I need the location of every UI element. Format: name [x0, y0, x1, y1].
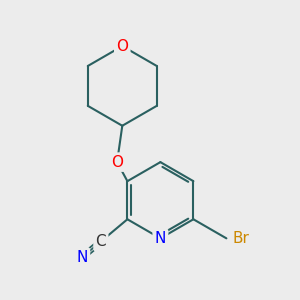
Text: O: O	[116, 39, 128, 54]
Text: N: N	[155, 231, 166, 246]
Text: N: N	[76, 250, 88, 265]
Text: Br: Br	[232, 231, 250, 246]
Text: O: O	[111, 154, 123, 169]
Text: C: C	[95, 234, 106, 249]
